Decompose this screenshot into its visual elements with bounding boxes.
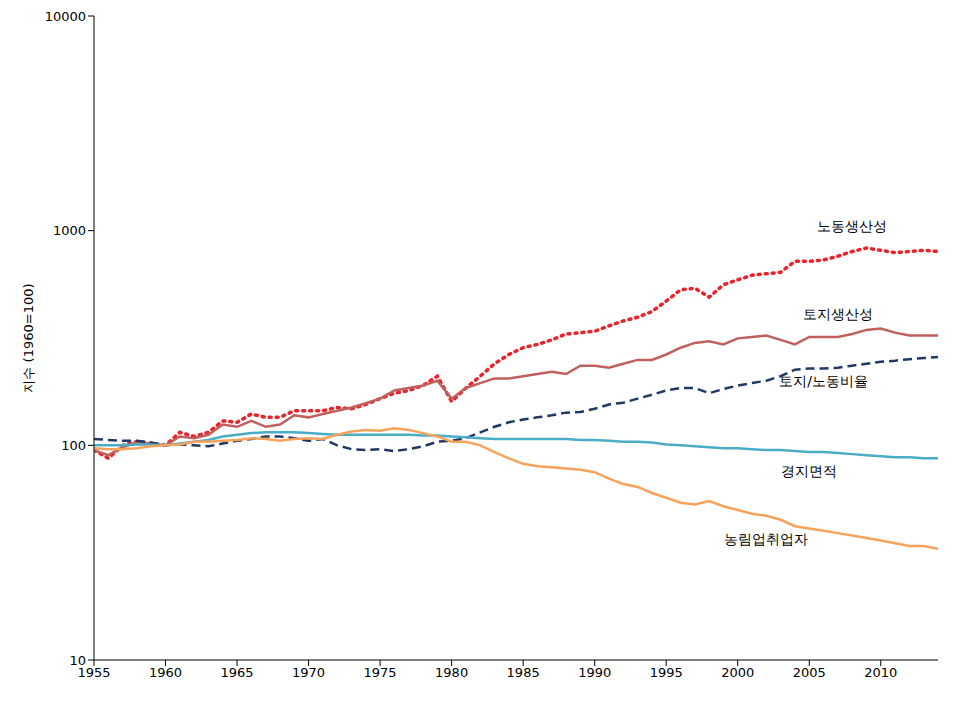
svg-text:1960: 1960 bbox=[149, 665, 182, 680]
svg-text:1985: 1985 bbox=[507, 665, 540, 680]
svg-text:토지생산성: 토지생산성 bbox=[803, 306, 873, 322]
svg-text:1990: 1990 bbox=[578, 665, 611, 680]
svg-text:토지/노동비율: 토지/노동비율 bbox=[779, 373, 868, 389]
svg-text:2005: 2005 bbox=[793, 665, 826, 680]
svg-text:1965: 1965 bbox=[221, 665, 254, 680]
svg-text:지수 (1960=100): 지수 (1960=100) bbox=[21, 283, 36, 392]
svg-text:농림업취업자: 농림업취업자 bbox=[724, 531, 808, 547]
svg-text:경지면적: 경지면적 bbox=[781, 463, 837, 479]
svg-text:2000: 2000 bbox=[721, 665, 754, 680]
svg-text:100: 100 bbox=[61, 438, 86, 453]
svg-text:노동생산성: 노동생산성 bbox=[817, 218, 887, 234]
svg-text:10000: 10000 bbox=[45, 9, 86, 24]
svg-text:1975: 1975 bbox=[364, 665, 397, 680]
svg-text:1970: 1970 bbox=[292, 665, 325, 680]
svg-text:1955: 1955 bbox=[77, 665, 111, 681]
svg-text:1980: 1980 bbox=[435, 665, 468, 680]
svg-text:1000: 1000 bbox=[53, 223, 86, 238]
svg-text:2010: 2010 bbox=[864, 665, 897, 680]
svg-text:1995: 1995 bbox=[650, 665, 683, 680]
svg-text:10: 10 bbox=[69, 653, 86, 668]
